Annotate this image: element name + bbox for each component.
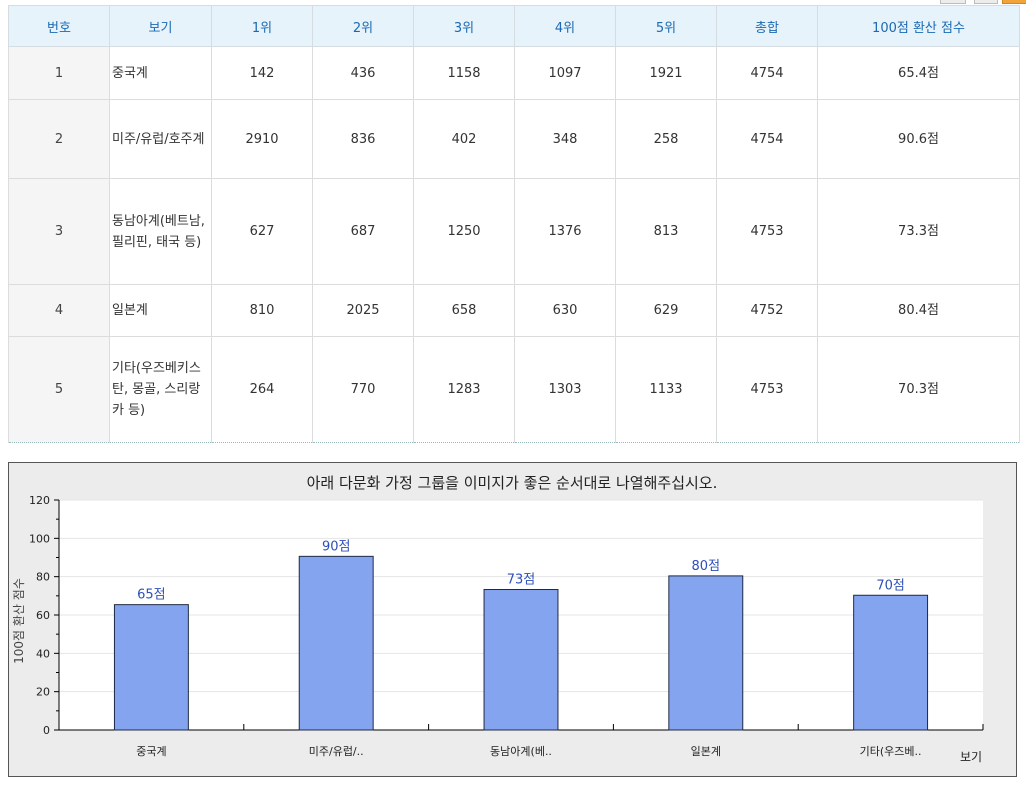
toolbar-button[interactable] xyxy=(940,0,966,4)
cell-total: 4752 xyxy=(716,284,818,337)
cell-rank2: 836 xyxy=(312,99,414,179)
result-table: 번호 보기 1위 2위 3위 4위 5위 총합 100점 환산 점수 1 중국계… xyxy=(8,5,1020,443)
cell-rank4: 348 xyxy=(514,99,616,179)
bar-value-label: 65점 xyxy=(137,588,166,603)
cell-rank5: 629 xyxy=(615,284,717,337)
cell-no: 3 xyxy=(8,178,110,285)
toolbar-buttons xyxy=(940,0,1026,4)
header-score: 100점 환산 점수 xyxy=(817,5,1020,47)
y-tick-label: 100 xyxy=(29,532,50,545)
bar xyxy=(298,555,374,731)
y-tick-label: 0 xyxy=(43,724,50,737)
y-tick-label: 40 xyxy=(36,647,50,660)
cell-no: 2 xyxy=(8,99,110,179)
header-rank2: 2위 xyxy=(312,5,414,47)
header-rank1: 1위 xyxy=(211,5,313,47)
table-row: 5 기타(우즈베키스탄, 몽골, 스리랑카 등) 264 770 1283 13… xyxy=(8,336,1020,443)
cell-rank2: 2025 xyxy=(312,284,414,337)
bar xyxy=(853,594,929,731)
x-tick-label: 중국계 xyxy=(136,745,166,758)
cell-label: 중국계 xyxy=(109,46,212,100)
cell-rank4: 1376 xyxy=(514,178,616,285)
cell-score: 65.4점 xyxy=(817,46,1020,100)
cell-rank1: 142 xyxy=(211,46,313,100)
cell-rank4: 1097 xyxy=(514,46,616,100)
header-no: 번호 xyxy=(8,5,110,47)
cell-label: 미주/유럽/호주계 xyxy=(109,99,212,179)
cell-rank1: 810 xyxy=(211,284,313,337)
cell-rank1: 2910 xyxy=(211,99,313,179)
bar xyxy=(483,589,559,731)
bar-value-label: 73점 xyxy=(507,573,536,588)
cell-label: 일본계 xyxy=(109,284,212,337)
cell-label: 동남아계(베트남, 필리핀, 태국 등) xyxy=(109,178,212,285)
header-rank3: 3위 xyxy=(413,5,515,47)
y-axis-label: 100점 환산 점수 xyxy=(12,578,26,664)
cell-rank3: 1250 xyxy=(413,178,515,285)
cell-rank3: 1158 xyxy=(413,46,515,100)
cell-score: 90.6점 xyxy=(817,99,1020,179)
cell-rank1: 627 xyxy=(211,178,313,285)
table-row: 4 일본계 810 2025 658 630 629 4752 80.4점 xyxy=(8,284,1020,337)
cell-total: 4753 xyxy=(716,336,818,443)
cell-rank4: 630 xyxy=(514,284,616,337)
x-tick-label: 일본계 xyxy=(691,744,721,758)
cell-no: 1 xyxy=(8,46,110,100)
table-row: 2 미주/유럽/호주계 2910 836 402 348 258 4754 90… xyxy=(8,99,1020,179)
cell-rank3: 1283 xyxy=(413,336,515,443)
cell-rank3: 658 xyxy=(413,284,515,337)
table-row: 3 동남아계(베트남, 필리핀, 태국 등) 627 687 1250 1376… xyxy=(8,178,1020,285)
y-tick-label: 80 xyxy=(36,571,50,584)
cell-no: 4 xyxy=(8,284,110,337)
header-rank4: 4위 xyxy=(514,5,616,47)
x-tick-label: 기타(우즈베.. xyxy=(860,745,922,758)
header-rank5: 5위 xyxy=(615,5,717,47)
cell-rank3: 402 xyxy=(413,99,515,179)
chart-title: 아래 다문화 가정 그룹을 이미지가 좋은 순서대로 나열해주십시오. xyxy=(307,474,718,492)
y-tick-label: 60 xyxy=(36,609,50,622)
toolbar-button-highlight[interactable] xyxy=(1002,0,1026,4)
bar xyxy=(668,575,744,731)
cell-label: 기타(우즈베키스탄, 몽골, 스리랑카 등) xyxy=(109,336,212,443)
cell-rank5: 1133 xyxy=(615,336,717,443)
bar xyxy=(113,604,189,731)
header-total: 총합 xyxy=(716,5,818,47)
cell-total: 4754 xyxy=(716,46,818,100)
x-axis-label: 보기 xyxy=(960,750,982,764)
table-row: 1 중국계 142 436 1158 1097 1921 4754 65.4점 xyxy=(8,46,1020,100)
cell-rank2: 436 xyxy=(312,46,414,100)
y-tick-label: 120 xyxy=(29,494,50,507)
header-option: 보기 xyxy=(109,5,212,47)
cell-no: 5 xyxy=(8,336,110,443)
cell-score: 80.4점 xyxy=(817,284,1020,337)
cell-rank5: 1921 xyxy=(615,46,717,100)
cell-total: 4754 xyxy=(716,99,818,179)
x-tick-label: 미주/유럽/.. xyxy=(309,744,364,758)
bar-value-label: 70점 xyxy=(876,578,905,593)
cell-rank2: 770 xyxy=(312,336,414,443)
bar-value-label: 80점 xyxy=(692,559,721,574)
y-tick-label: 20 xyxy=(36,686,50,699)
cell-rank4: 1303 xyxy=(514,336,616,443)
cell-rank2: 687 xyxy=(312,178,414,285)
cell-rank5: 813 xyxy=(615,178,717,285)
bar-value-label: 90점 xyxy=(322,539,351,554)
cell-rank1: 264 xyxy=(211,336,313,443)
toolbar-button[interactable] xyxy=(974,0,998,4)
cell-rank5: 258 xyxy=(615,99,717,179)
x-tick-label: 동남아계(베.. xyxy=(490,745,552,758)
cell-total: 4753 xyxy=(716,178,818,285)
cell-score: 73.3점 xyxy=(817,178,1020,285)
cell-score: 70.3점 xyxy=(817,336,1020,443)
table-header-row: 번호 보기 1위 2위 3위 4위 5위 총합 100점 환산 점수 xyxy=(8,5,1020,47)
